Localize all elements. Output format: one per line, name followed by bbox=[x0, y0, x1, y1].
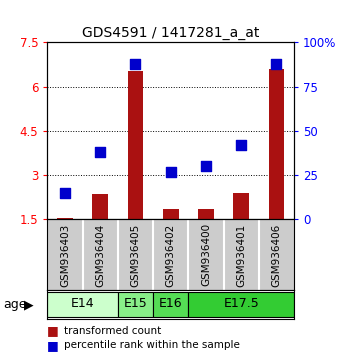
Text: E14: E14 bbox=[71, 297, 94, 310]
Bar bbox=[118, 292, 153, 317]
Bar bbox=[233, 193, 249, 219]
Text: GSM936401: GSM936401 bbox=[236, 223, 246, 286]
Text: E17.5: E17.5 bbox=[223, 297, 259, 310]
Point bbox=[168, 169, 173, 175]
Bar bbox=[268, 69, 284, 219]
Point bbox=[97, 149, 103, 155]
Text: E15: E15 bbox=[124, 297, 147, 310]
Bar bbox=[57, 218, 73, 219]
Point bbox=[274, 61, 279, 67]
Point bbox=[203, 164, 209, 169]
Text: ■: ■ bbox=[47, 325, 59, 337]
Text: GSM936403: GSM936403 bbox=[60, 223, 70, 286]
Bar bbox=[153, 292, 188, 317]
Text: GSM936402: GSM936402 bbox=[166, 223, 176, 286]
Text: E16: E16 bbox=[159, 297, 183, 310]
Text: transformed count: transformed count bbox=[64, 326, 162, 336]
Bar bbox=[92, 194, 108, 219]
Bar bbox=[47, 292, 118, 317]
Bar bbox=[198, 209, 214, 219]
Text: GSM936406: GSM936406 bbox=[271, 223, 282, 286]
Title: GDS4591 / 1417281_a_at: GDS4591 / 1417281_a_at bbox=[82, 26, 259, 40]
Point bbox=[239, 142, 244, 148]
Text: GSM936405: GSM936405 bbox=[130, 223, 141, 286]
Text: percentile rank within the sample: percentile rank within the sample bbox=[64, 340, 240, 350]
Bar bbox=[127, 70, 143, 219]
Point bbox=[62, 190, 68, 196]
Bar bbox=[163, 209, 178, 219]
Text: ▶: ▶ bbox=[24, 298, 33, 311]
Text: ■: ■ bbox=[47, 339, 59, 352]
Text: GSM936400: GSM936400 bbox=[201, 223, 211, 286]
Bar bbox=[188, 292, 294, 317]
Text: GSM936404: GSM936404 bbox=[95, 223, 105, 286]
Text: age: age bbox=[3, 298, 27, 311]
Point bbox=[133, 61, 138, 67]
